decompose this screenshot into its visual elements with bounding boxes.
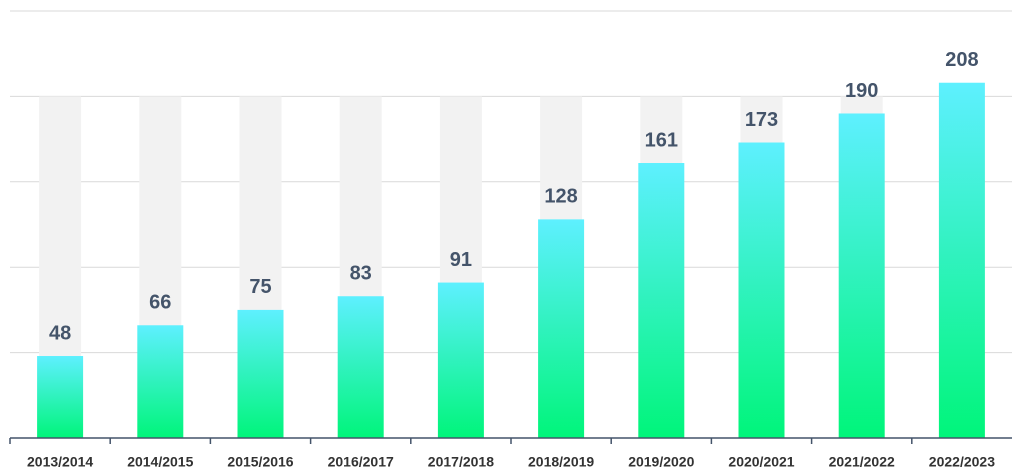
bar xyxy=(738,142,785,439)
value-label: 190 xyxy=(845,80,878,102)
bar xyxy=(538,219,585,438)
x-tick-label: 2021/2022 xyxy=(829,454,895,470)
x-tick-label: 2018/2019 xyxy=(528,454,594,470)
x-tick-label: 2016/2017 xyxy=(328,454,394,470)
bar xyxy=(938,82,985,439)
x-tick-label: 2014/2015 xyxy=(127,454,193,470)
x-tick-label: 2015/2016 xyxy=(227,454,293,470)
value-label: 91 xyxy=(450,249,472,271)
value-label: 75 xyxy=(249,276,271,298)
value-label: 66 xyxy=(149,292,171,314)
value-label: 208 xyxy=(945,49,978,71)
x-tick-label: 2017/2018 xyxy=(428,454,494,470)
bar xyxy=(437,282,484,438)
value-label: 173 xyxy=(745,109,778,131)
value-label: 48 xyxy=(49,322,71,344)
x-tick-label: 2020/2021 xyxy=(728,454,794,470)
bar xyxy=(638,163,685,438)
value-label: 161 xyxy=(645,129,678,151)
bar xyxy=(838,113,885,438)
bar xyxy=(137,325,184,438)
x-tick-label: 2019/2020 xyxy=(628,454,694,470)
value-label: 83 xyxy=(350,263,372,285)
x-tick-label: 2022/2023 xyxy=(929,454,995,470)
x-tick-label: 2013/2014 xyxy=(27,454,93,470)
bar xyxy=(337,296,384,438)
bar xyxy=(237,309,284,438)
bar xyxy=(37,356,84,438)
value-label: 128 xyxy=(544,186,577,208)
